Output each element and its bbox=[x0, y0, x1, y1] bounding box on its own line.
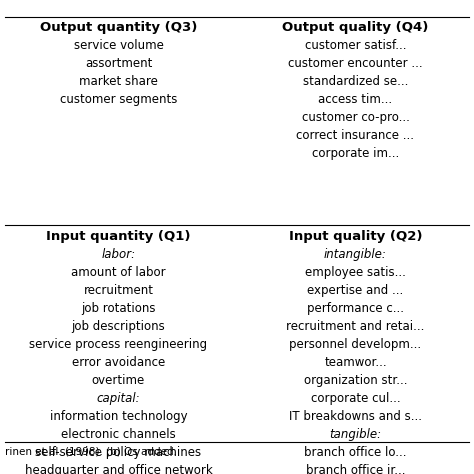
Text: Input quantity (Q1): Input quantity (Q1) bbox=[46, 230, 191, 243]
Text: recruitment and retai...: recruitment and retai... bbox=[286, 320, 425, 333]
Text: teamwor...: teamwor... bbox=[324, 356, 387, 369]
Text: service volume: service volume bbox=[73, 39, 164, 52]
Text: customer co-pro...: customer co-pro... bbox=[301, 111, 410, 124]
Text: job descriptions: job descriptions bbox=[72, 320, 165, 333]
Text: capital:: capital: bbox=[97, 392, 140, 405]
Text: overtime: overtime bbox=[92, 374, 145, 387]
Text: self-service policy machines: self-service policy machines bbox=[36, 446, 201, 459]
Text: correct insurance ...: correct insurance ... bbox=[297, 129, 414, 142]
Text: branch office ir...: branch office ir... bbox=[306, 464, 405, 474]
Text: personnel developm...: personnel developm... bbox=[290, 338, 421, 351]
Text: intangible:: intangible: bbox=[324, 248, 387, 261]
Text: job rotations: job rotations bbox=[81, 302, 156, 315]
Text: electronic channels: electronic channels bbox=[61, 428, 176, 441]
Text: performance c...: performance c... bbox=[307, 302, 404, 315]
Text: customer satisf...: customer satisf... bbox=[305, 39, 406, 52]
Text: expertise and ...: expertise and ... bbox=[307, 284, 404, 297]
Text: market share: market share bbox=[79, 75, 158, 88]
Text: employee satis...: employee satis... bbox=[305, 266, 406, 279]
Text: customer segments: customer segments bbox=[60, 93, 177, 106]
Text: Output quantity (Q3): Output quantity (Q3) bbox=[40, 21, 197, 34]
Text: organization str...: organization str... bbox=[304, 374, 407, 387]
Text: IT breakdowns and s...: IT breakdowns and s... bbox=[289, 410, 422, 423]
Text: amount of labor: amount of labor bbox=[71, 266, 166, 279]
Text: headquarter and office network: headquarter and office network bbox=[25, 464, 212, 474]
Text: assortment: assortment bbox=[85, 57, 152, 70]
Text: information technology: information technology bbox=[50, 410, 187, 423]
Text: branch office lo...: branch office lo... bbox=[304, 446, 407, 459]
Text: Input quality (Q2): Input quality (Q2) bbox=[289, 230, 422, 243]
Text: error avoidance: error avoidance bbox=[72, 356, 165, 369]
Text: tangible:: tangible: bbox=[329, 428, 382, 441]
Text: labor:: labor: bbox=[101, 248, 136, 261]
Text: recruitment: recruitment bbox=[83, 284, 154, 297]
Text: customer encounter ...: customer encounter ... bbox=[288, 57, 423, 70]
Text: standardized se...: standardized se... bbox=[303, 75, 408, 88]
Text: access tim...: access tim... bbox=[319, 93, 392, 106]
Text: rinen et al. (1998). (b) Qs added.: rinen et al. (1998). (b) Qs added. bbox=[5, 447, 177, 456]
Text: Output quality (Q4): Output quality (Q4) bbox=[283, 21, 428, 34]
Text: corporate im...: corporate im... bbox=[312, 147, 399, 160]
Text: corporate cul...: corporate cul... bbox=[310, 392, 401, 405]
Text: service process reengineering: service process reengineering bbox=[29, 338, 208, 351]
